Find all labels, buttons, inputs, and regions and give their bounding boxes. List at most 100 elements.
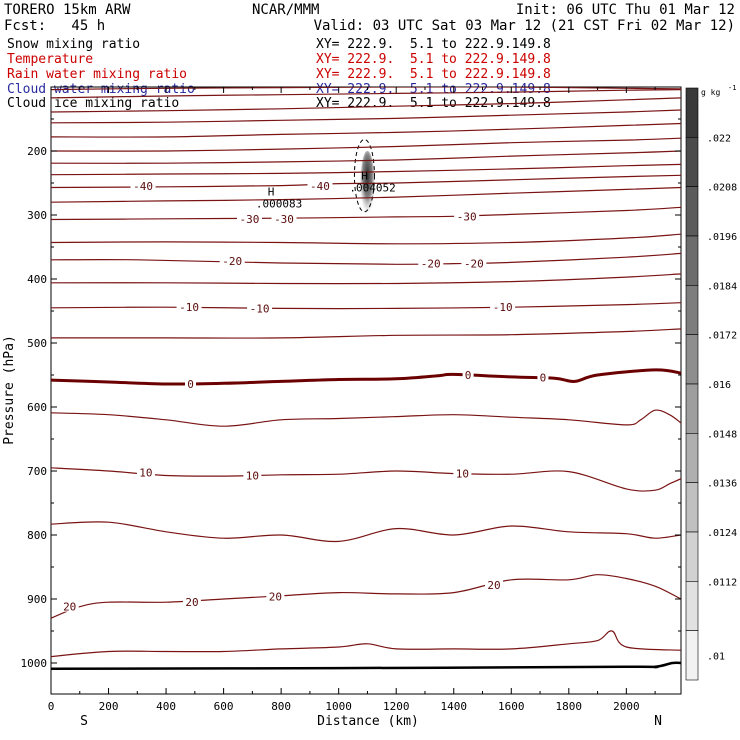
isotherm-label: -20 <box>421 258 441 271</box>
isotherm-line <box>51 574 681 619</box>
isotherm-label-bg <box>182 596 201 608</box>
isotherm-label: 10 <box>456 468 469 481</box>
isotherm-label-bg <box>219 255 245 267</box>
y-tick-label: 400 <box>27 273 47 286</box>
y-tick-label: 200 <box>27 145 47 158</box>
field-label-rain: Rain water mixing ratio <box>7 67 187 82</box>
isotherm-label: 0 <box>187 378 194 391</box>
isotherm-label: -20 <box>464 258 484 271</box>
y-axis-title: Pressure (hPa) <box>2 335 17 445</box>
colorbar-swatch <box>685 531 699 582</box>
colorbar-tick-label: .0148 <box>707 429 737 440</box>
isotherm-label-bg <box>176 301 202 313</box>
field-xy-temperature: XY= 222.9. 5.1 to 222.9.149.8 <box>316 52 551 67</box>
colorbar-swatch <box>685 235 699 286</box>
colorbar-unit-exponent: -1 <box>728 84 736 92</box>
isotherm-line <box>51 186 681 203</box>
isotherm-label-bg <box>537 371 549 383</box>
x-tick-label: 1000 <box>325 700 352 713</box>
isotherm-line <box>51 273 681 285</box>
x-tick-label: 800 <box>271 700 291 713</box>
x-tick-label: 200 <box>99 700 119 713</box>
isotherm-label-bg <box>461 257 487 269</box>
isotherm-label-bg <box>130 180 156 192</box>
x-axis-south-label: S <box>80 714 88 729</box>
x-tick-label: 1600 <box>498 700 525 713</box>
isotherm-label-bg <box>462 369 474 380</box>
isotherm-line <box>51 97 681 113</box>
colorbar-swatch <box>685 482 699 533</box>
isotherm-line <box>51 630 681 658</box>
isotherm-label: 0 <box>540 372 547 385</box>
x-tick-label: 1200 <box>383 700 410 713</box>
isotherm-line <box>51 368 681 386</box>
field-xy-rain: XY= 222.9. 5.1 to 222.9.149.8 <box>316 67 551 82</box>
isotherm-label: -10 <box>493 301 513 314</box>
field-label-temperature: Temperature <box>7 52 93 67</box>
valid-time: Valid: 03 UTC Sat 03 Mar 12 (21 CST Fri … <box>314 18 735 34</box>
isotherm-line <box>51 467 681 492</box>
isotherm-label-bg <box>418 257 444 269</box>
isotherm-label-bg <box>453 467 472 479</box>
isotherm-label: 20 <box>63 601 76 614</box>
colorbar-swatch <box>685 137 699 187</box>
isotherm-label-bg <box>243 469 262 481</box>
colorbar-tick-label: .0196 <box>707 232 737 243</box>
axes: 0 200 400 600 800 1000 1200 1400 1600 1800 2000200… <box>21 87 681 713</box>
colorbar-swatch <box>685 334 699 385</box>
isotherm-label: -30 <box>274 213 294 226</box>
field-xy-snow: XY= 222.9. 5.1 to 222.9.149.8 <box>316 37 551 52</box>
isotherm-label-bg <box>307 180 333 192</box>
colorbar-tick-label: .0112 <box>707 577 737 588</box>
isotherm-label: 20 <box>487 579 500 592</box>
colorbar-tick-label: .0184 <box>707 281 737 292</box>
x-tick-label: 1400 <box>440 700 467 713</box>
colorbar-swatch <box>685 285 699 335</box>
colorbar: .022 .0208 .0196 .0184 .0172 .016 .0148 .0136 .0… <box>685 87 737 681</box>
isotherm-label: -10 <box>250 302 270 315</box>
colorbar-tick-label: .0136 <box>707 479 737 490</box>
isotherm-label-bg <box>247 302 273 314</box>
y-tick-label: 700 <box>27 465 47 478</box>
y-tick-label: 800 <box>27 529 47 542</box>
colorbar-tick-label: .0124 <box>707 528 737 539</box>
max-marker-value: .000083 <box>256 198 302 211</box>
isotherm-label: 20 <box>185 596 198 609</box>
x-tick-label: 0 <box>48 700 55 713</box>
isotherm-label: 10 <box>246 469 259 482</box>
isotherm-line <box>51 174 681 189</box>
field-xy-cloud-water: XY= 222.9. 5.1 to 222.9.149.8 <box>316 82 551 97</box>
colorbar-swatch <box>685 630 699 681</box>
isotherm-label-bg <box>266 590 285 602</box>
isotherm-label: 0 <box>465 369 472 382</box>
isotherm-label: -30 <box>240 213 260 226</box>
isotherm-line <box>51 328 681 339</box>
field-list: Snow mixing ratio XY= 222.9. 5.1 to 222.… <box>7 37 551 111</box>
plot-area <box>51 87 681 671</box>
x-tick-label: 400 <box>156 700 176 713</box>
field-label-snow: Snow mixing ratio <box>7 37 140 52</box>
y-tick-label: 300 <box>27 209 47 222</box>
cloud-ice-dashed-contour <box>353 138 375 213</box>
isotherm-label-bg <box>236 212 262 224</box>
isotherm-label-bg <box>60 600 79 612</box>
forecast-hour: Fcst: 45 h <box>4 18 105 34</box>
isotherm-line <box>51 122 681 138</box>
isotherm-label: 20 <box>269 590 282 603</box>
isotherm-label: -20 <box>222 255 242 268</box>
isotherm-label-bg <box>454 210 480 222</box>
isotherm-line <box>51 163 681 176</box>
max-marker-value: .004052 <box>349 182 395 195</box>
isotherm-label: -30 <box>457 210 477 223</box>
init-time: Init: 06 UTC Thu 01 Mar 12 <box>516 2 735 18</box>
x-tick-label: 600 <box>214 700 234 713</box>
x-axis-title: Distance (km) <box>317 714 419 729</box>
isotherm-label-bg <box>485 578 504 590</box>
isotherm-line <box>51 409 681 427</box>
colorbar-tick-label: .022 <box>707 133 731 144</box>
isotherm-label: -10 <box>179 301 199 314</box>
max-marker-h: H <box>268 186 275 199</box>
isotherm-label-bg <box>136 466 155 478</box>
isotherm-line <box>51 252 681 265</box>
y-tick-label: 500 <box>27 337 47 350</box>
